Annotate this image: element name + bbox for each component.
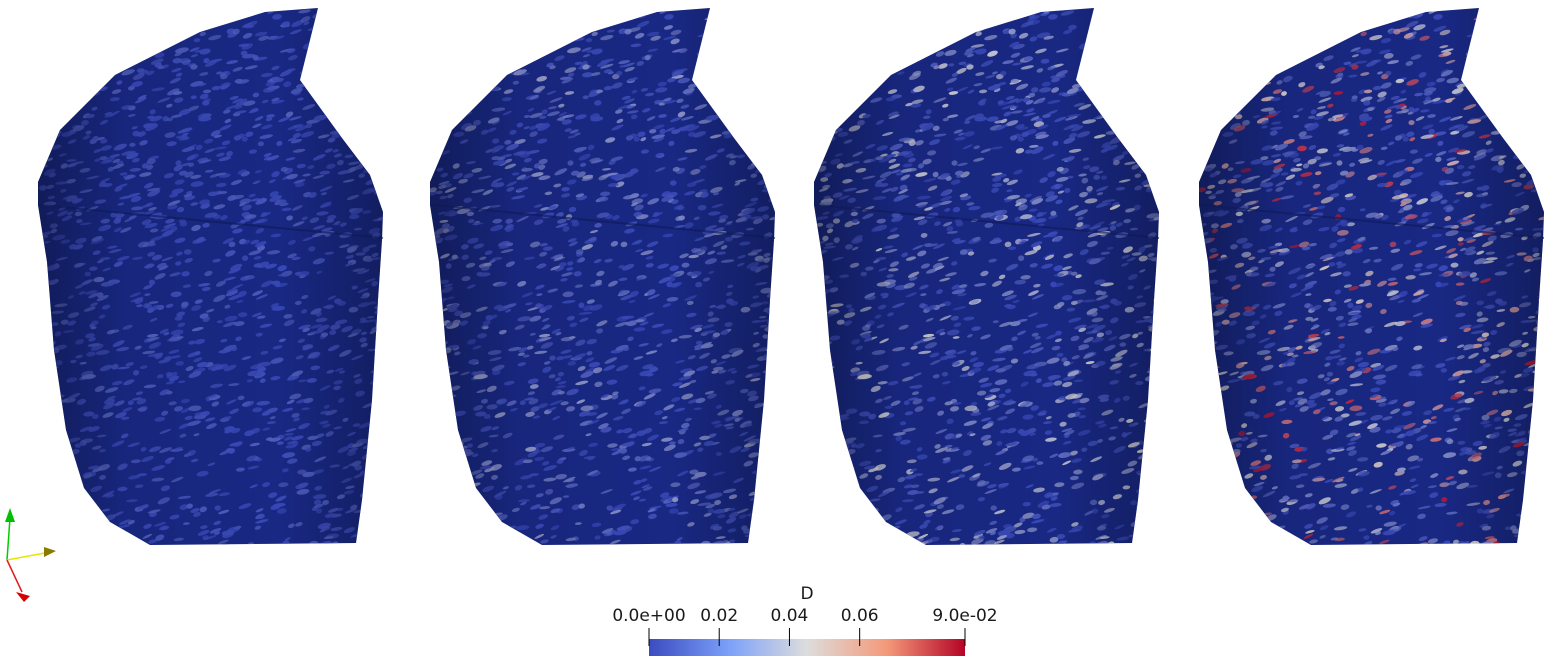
z-axis-line xyxy=(7,560,22,592)
mesh-shading xyxy=(430,8,775,545)
render-panel-3[interactable] xyxy=(806,3,1168,552)
render-panel-2[interactable] xyxy=(422,3,784,552)
z-axis-arrow-icon xyxy=(16,592,30,602)
render-panel-4[interactable] xyxy=(1192,3,1553,552)
colorbar-tick-label: 9.0e-02 xyxy=(932,606,997,626)
colorbar-tick-label: 0.04 xyxy=(771,606,809,626)
x-axis-line xyxy=(7,552,50,560)
y-axis-line xyxy=(7,518,10,560)
colorbar-title: D xyxy=(790,584,824,604)
colorbar-tick-label: 0.0e+00 xyxy=(612,606,685,626)
xyz-orientation-axes-icon xyxy=(5,508,56,602)
colorbar-tick-label: 0.02 xyxy=(700,606,738,626)
x-axis-arrow-icon xyxy=(44,547,56,557)
colorbar xyxy=(649,628,965,656)
mesh-shading xyxy=(1199,8,1544,545)
mesh-shading xyxy=(38,8,383,545)
colorbar-gradient xyxy=(649,639,965,656)
mesh-shading xyxy=(814,8,1159,545)
colorbar-tick-label: 0.06 xyxy=(841,606,879,626)
y-axis-arrow-icon xyxy=(5,508,15,522)
render-panel-1[interactable] xyxy=(30,3,392,552)
